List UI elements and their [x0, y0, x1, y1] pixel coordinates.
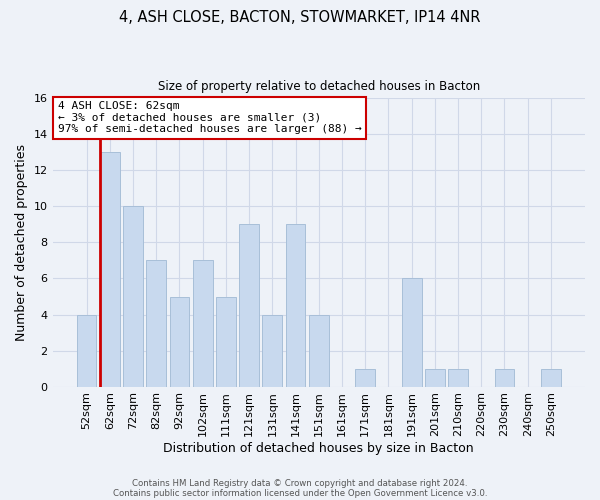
Text: Contains public sector information licensed under the Open Government Licence v3: Contains public sector information licen…	[113, 488, 487, 498]
Bar	[239, 224, 259, 386]
Bar	[77, 314, 97, 386]
Bar	[216, 296, 236, 386]
Bar	[309, 314, 329, 386]
Bar	[146, 260, 166, 386]
Bar	[100, 152, 119, 386]
Title: Size of property relative to detached houses in Bacton: Size of property relative to detached ho…	[158, 80, 480, 93]
Bar	[262, 314, 282, 386]
Y-axis label: Number of detached properties: Number of detached properties	[15, 144, 28, 341]
Bar	[355, 368, 375, 386]
Bar	[286, 224, 305, 386]
Bar	[425, 368, 445, 386]
X-axis label: Distribution of detached houses by size in Bacton: Distribution of detached houses by size …	[163, 442, 474, 455]
Text: 4, ASH CLOSE, BACTON, STOWMARKET, IP14 4NR: 4, ASH CLOSE, BACTON, STOWMARKET, IP14 4…	[119, 10, 481, 25]
Bar	[541, 368, 561, 386]
Text: 4 ASH CLOSE: 62sqm
← 3% of detached houses are smaller (3)
97% of semi-detached : 4 ASH CLOSE: 62sqm ← 3% of detached hous…	[58, 101, 362, 134]
Text: Contains HM Land Registry data © Crown copyright and database right 2024.: Contains HM Land Registry data © Crown c…	[132, 478, 468, 488]
Bar	[494, 368, 514, 386]
Bar	[402, 278, 422, 386]
Bar	[170, 296, 190, 386]
Bar	[448, 368, 468, 386]
Bar	[123, 206, 143, 386]
Bar	[193, 260, 212, 386]
